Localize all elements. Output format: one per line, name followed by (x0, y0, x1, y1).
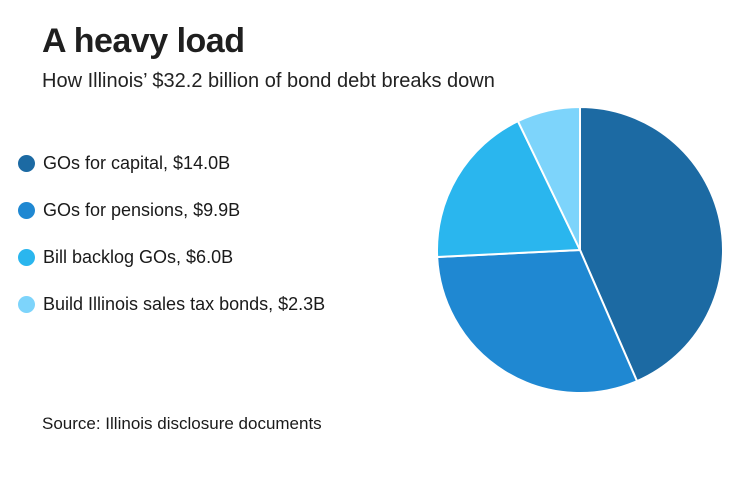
legend-item-build-illinois: Build Illinois sales tax bonds, $2.3B (18, 281, 325, 328)
legend-swatch-gos-capital (18, 155, 35, 172)
legend-item-gos-pensions: GOs for pensions, $9.9B (18, 187, 325, 234)
legend-swatch-gos-pensions (18, 202, 35, 219)
legend-item-gos-capital: GOs for capital, $14.0B (18, 140, 325, 187)
pie-chart (436, 106, 724, 394)
source-note: Source: Illinois disclosure documents (42, 414, 322, 433)
chart-title: A heavy load (42, 22, 245, 60)
legend-swatch-bill-backlog (18, 249, 35, 266)
legend: GOs for capital, $14.0B GOs for pensions… (18, 140, 325, 328)
pie-slice-gos-pensions (436, 249, 638, 394)
legend-label-gos-pensions: GOs for pensions, $9.9B (43, 200, 241, 220)
pie-slice-gos-capital (579, 106, 724, 383)
legend-label-build-illinois: Build Illinois sales tax bonds, $2.3B (43, 294, 326, 314)
chart-subtitle: How Illinois’ $32.2 billion of bond debt… (42, 70, 495, 92)
legend-label-gos-capital: GOs for capital, $14.0B (43, 153, 231, 173)
pie-slice-bill-backlog (436, 120, 581, 258)
pie-slice-build-illinois (516, 106, 581, 251)
legend-swatch-build-illinois (18, 296, 35, 313)
legend-item-bill-backlog: Bill backlog GOs, $6.0B (18, 234, 325, 281)
legend-label-bill-backlog: Bill backlog GOs, $6.0B (43, 247, 234, 267)
